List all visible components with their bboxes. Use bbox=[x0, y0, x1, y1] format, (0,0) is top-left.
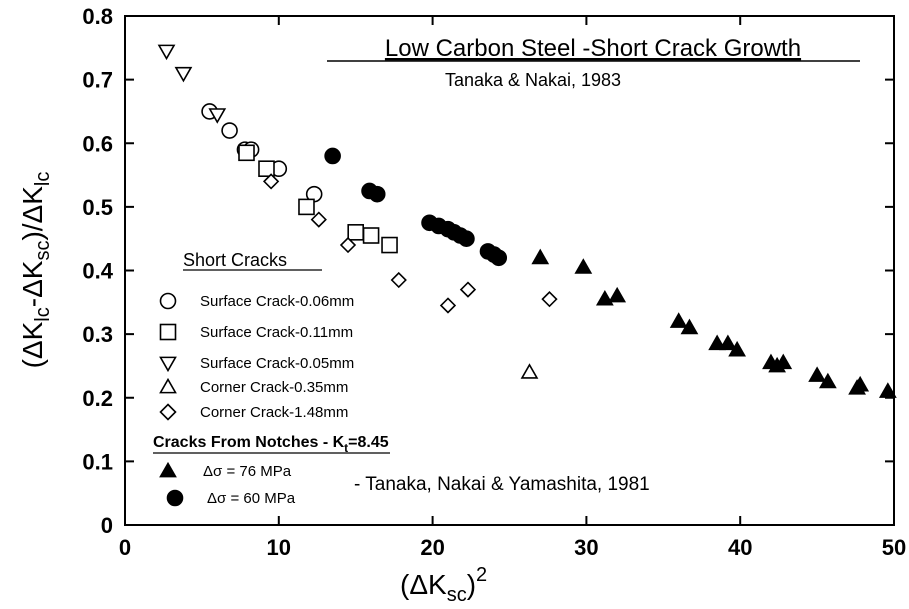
data-point-0-1 bbox=[221, 122, 238, 139]
x-tick-label: 20 bbox=[420, 535, 444, 560]
y-tick-label: 0.8 bbox=[82, 4, 113, 29]
legend: Surface Crack-0.06mm Surface Crack-0.11mm… bbox=[159, 292, 354, 507]
legend-marker-1 bbox=[159, 323, 177, 341]
data-point-1-5 bbox=[381, 236, 398, 254]
x-axis-label: (ΔKsc)2 bbox=[400, 564, 487, 606]
data-point-4-3 bbox=[390, 271, 407, 289]
data-point-6-0 bbox=[324, 147, 341, 165]
data-point-4-6 bbox=[541, 290, 558, 308]
legend-marker-6 bbox=[166, 489, 184, 507]
data-point-5-16 bbox=[878, 382, 897, 398]
data-point-4-1 bbox=[310, 211, 327, 228]
y-tick-label: 0.5 bbox=[82, 195, 113, 220]
y-tick-label: 0.7 bbox=[82, 68, 113, 93]
x-tick-label: 10 bbox=[267, 535, 291, 560]
legend-label-5: Δσ = 76 MPa bbox=[203, 463, 292, 480]
source-note: - Tanaka, Nakai & Yamashita, 1981 bbox=[354, 474, 650, 495]
data-point-2-2 bbox=[208, 108, 227, 124]
y-tick-label: 0.6 bbox=[82, 131, 113, 156]
data-point-2-0 bbox=[157, 44, 176, 61]
data-point-5-11 bbox=[774, 353, 793, 370]
data-point-5-13 bbox=[818, 372, 837, 389]
legend-label-2: Surface Crack-0.05mm bbox=[200, 355, 354, 372]
data-point-5-7 bbox=[719, 334, 737, 351]
data-point-1-1 bbox=[258, 160, 275, 177]
legend-label-0: Surface Crack-0.06mm bbox=[200, 293, 354, 310]
y-tick-label: 0.1 bbox=[82, 449, 113, 474]
data-point-5-5 bbox=[680, 318, 699, 335]
chart-title: Low Carbon Steel -Short Crack Growth bbox=[385, 35, 801, 62]
data-point-5-4 bbox=[669, 312, 688, 328]
y-tick-label: 0.2 bbox=[82, 386, 113, 411]
data-point-2-1 bbox=[174, 66, 193, 83]
x-tick-label: 40 bbox=[728, 535, 752, 560]
x-tick-label: 0 bbox=[119, 535, 131, 560]
data-point-5-15 bbox=[851, 375, 870, 392]
legend-group1-title: Short Cracks bbox=[183, 250, 287, 270]
data-point-1-2 bbox=[298, 198, 315, 216]
y-tick-label: 0.3 bbox=[82, 322, 113, 347]
data-point-1-3 bbox=[347, 224, 365, 241]
chart-subtitle: Tanaka & Nakai, 1983 bbox=[445, 70, 621, 90]
data-points bbox=[157, 44, 897, 398]
data-point-5-2 bbox=[595, 290, 614, 306]
data-point-1-4 bbox=[362, 227, 380, 244]
data-point-4-4 bbox=[439, 297, 457, 314]
data-point-5-1 bbox=[574, 258, 593, 274]
data-point-6-2 bbox=[368, 185, 386, 203]
y-axis-label: (ΔKlc-ΔKsc)/ΔKlc bbox=[17, 172, 54, 369]
data-point-4-2 bbox=[339, 236, 357, 254]
legend-group2-title: Cracks From Notches - Kt=8.45 bbox=[153, 434, 389, 455]
legend-label-4: Corner Crack-1.48mm bbox=[200, 404, 348, 421]
legend-marker-4 bbox=[159, 403, 177, 421]
legend-marker-2 bbox=[159, 356, 177, 373]
legend-marker-3 bbox=[159, 377, 177, 394]
data-point-6-11 bbox=[490, 249, 508, 267]
legend-marker-5 bbox=[159, 461, 177, 478]
data-point-5-0 bbox=[531, 248, 550, 265]
y-tick-label: 0 bbox=[101, 513, 113, 538]
legend-marker-0 bbox=[159, 292, 177, 310]
data-point-5-6 bbox=[708, 334, 727, 351]
y-tick-label: 0.4 bbox=[82, 259, 113, 284]
y-axis: 0 0.1 0.2 0.3 0.4 0.5 0.6 0.7 0.8 bbox=[82, 4, 894, 538]
data-point-5-3 bbox=[608, 286, 627, 303]
x-tick-label: 50 bbox=[882, 535, 906, 560]
data-point-5-12 bbox=[808, 366, 826, 382]
data-point-5-8 bbox=[728, 340, 747, 357]
data-point-4-0 bbox=[262, 173, 280, 190]
data-point-4-5 bbox=[459, 281, 477, 298]
x-axis: 0 10 20 30 40 50 bbox=[119, 16, 906, 560]
legend-label-1: Surface Crack-0.11mm bbox=[200, 324, 353, 341]
data-point-3-0 bbox=[520, 363, 539, 379]
legend-label-6: Δσ = 60 MPa bbox=[207, 490, 296, 507]
data-point-6-8 bbox=[458, 230, 475, 247]
x-tick-label: 30 bbox=[574, 535, 598, 560]
legend-label-3: Corner Crack-0.35mm bbox=[200, 379, 348, 396]
data-point-1-0 bbox=[238, 144, 255, 162]
